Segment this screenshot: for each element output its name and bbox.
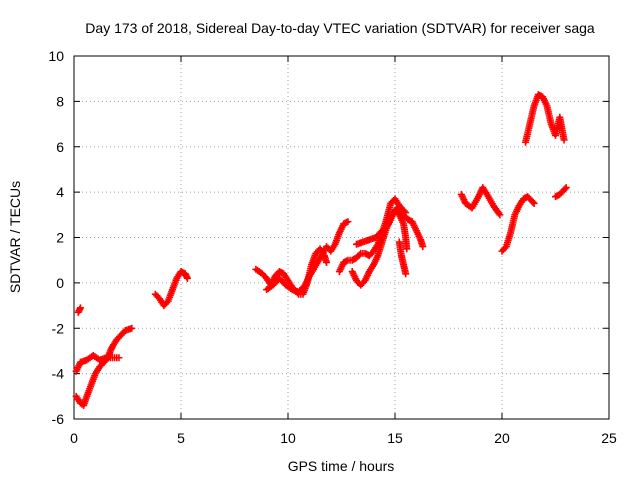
y-tick-label: 2 [56,230,64,246]
data-point [402,209,410,217]
data-point [560,136,568,144]
y-tick-label: -6 [52,411,65,427]
data-point [400,207,408,215]
data-point [562,184,570,192]
data-point [128,324,136,332]
y-tick-label: 4 [56,184,64,200]
y-tick-label: 10 [48,48,64,64]
x-tick-label: 10 [280,430,296,446]
data-point [115,354,123,362]
x-tick-label: 15 [387,430,403,446]
x-tick-label: 25 [601,430,617,446]
y-tick-label: -4 [52,366,65,382]
data-point [495,209,503,217]
data-point [496,211,504,219]
x-tick-label: 0 [70,430,78,446]
axis-ticks: 0 5 10 15 20 25 -6 -4 -2 0 2 4 6 8 10 [48,48,617,446]
y-axis-title: SDTVAR / TECUs [7,181,23,293]
data-points [72,91,570,409]
data-point [419,243,427,251]
data-point [76,304,84,312]
data-point [344,218,352,226]
y-tick-label: 6 [56,139,64,155]
data-point [561,185,569,193]
y-tick-label: 0 [56,275,64,291]
data-point [183,274,191,282]
data-point [323,258,331,266]
data-point [529,198,537,206]
y-tick-label: 8 [56,93,64,109]
x-axis-title: GPS time / hours [288,458,395,474]
data-point [403,245,411,253]
data-point [530,199,538,207]
grid [74,56,609,419]
data-point [355,251,363,259]
x-tick-label: 20 [494,430,510,446]
x-tick-label: 5 [177,430,185,446]
chart-title: Day 173 of 2018, Sidereal Day-to-day VTE… [85,20,595,36]
y-tick-label: -2 [52,320,65,336]
data-point [402,270,410,278]
